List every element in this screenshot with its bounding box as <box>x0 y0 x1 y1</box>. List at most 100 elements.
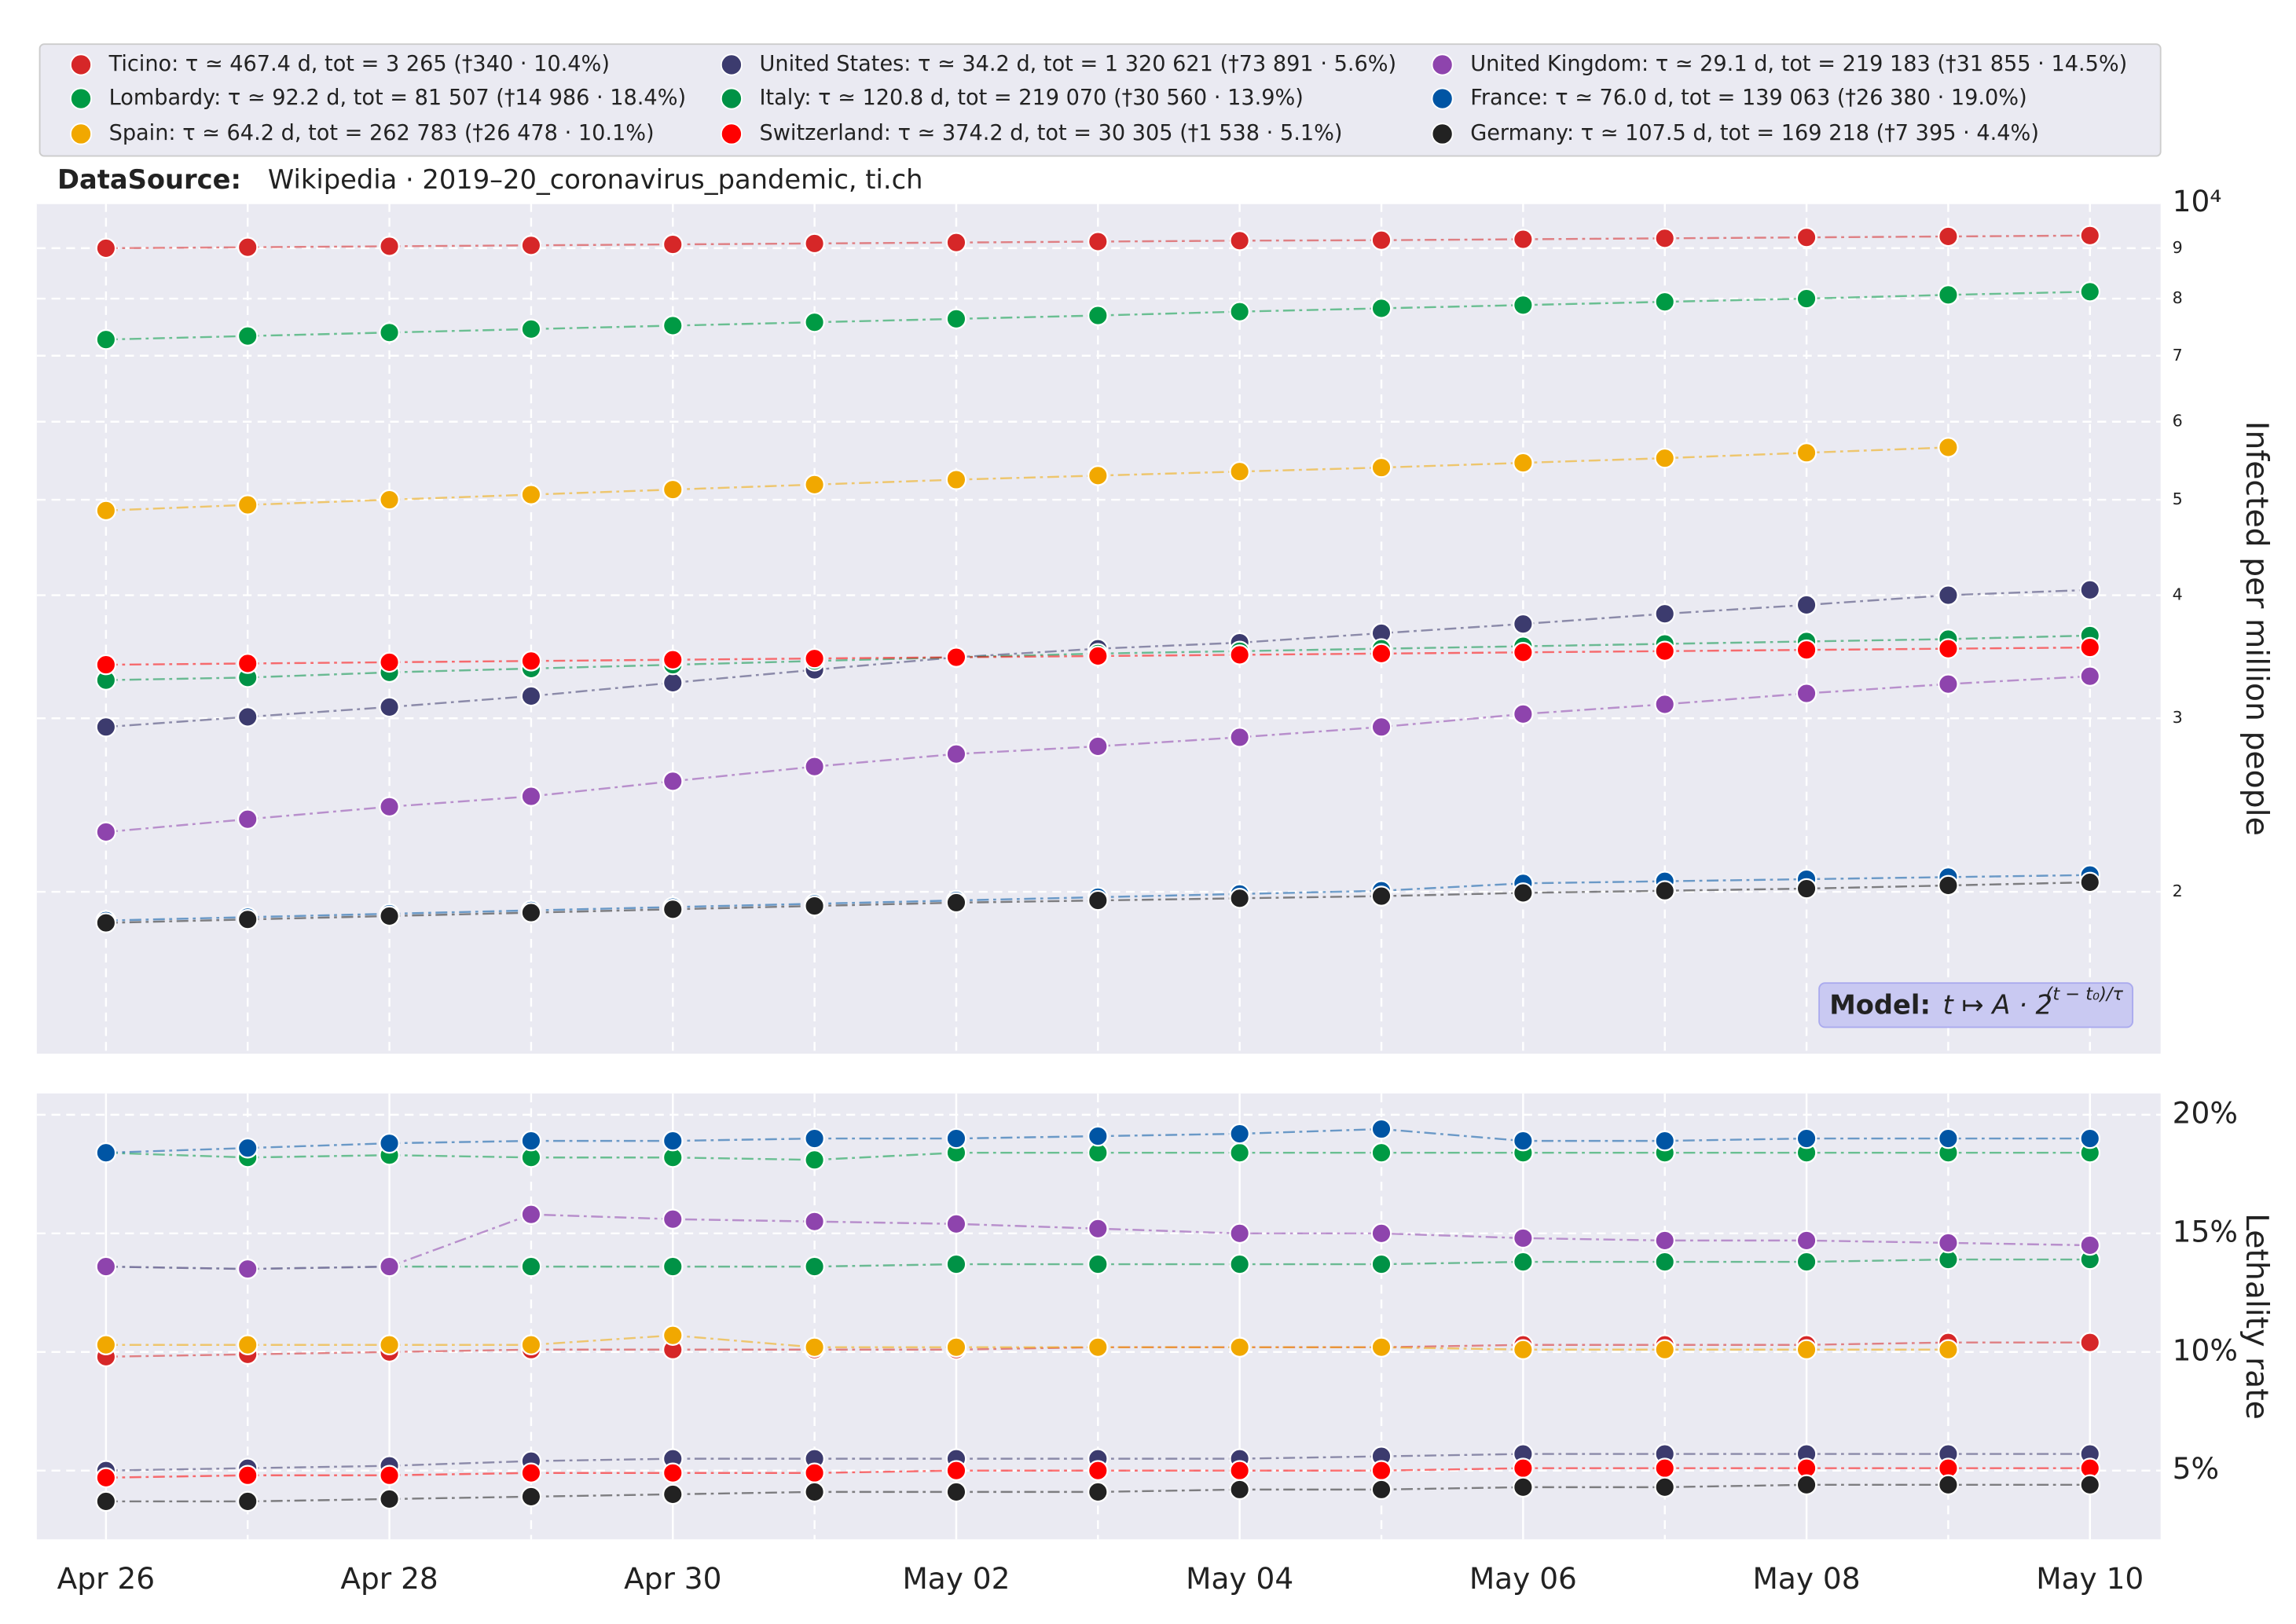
data-point <box>1938 585 1959 606</box>
data-point <box>237 1258 259 1280</box>
data-point <box>1513 1251 1534 1273</box>
data-point <box>1795 1339 1817 1361</box>
data-point <box>1938 638 1959 659</box>
data-point <box>945 469 967 490</box>
data-point <box>237 1137 259 1159</box>
data-point <box>1370 1142 1392 1164</box>
data-point <box>1229 1460 1250 1482</box>
model-formula: t ↦ A · 2 <box>1942 990 2052 1021</box>
x-tick-label: May 08 <box>1753 1561 1861 1596</box>
data-point <box>1513 452 1534 474</box>
x-tick-label: Apr 28 <box>340 1561 438 1596</box>
data-point <box>1654 694 1676 715</box>
data-point <box>1370 1479 1392 1501</box>
data-point <box>95 654 117 676</box>
data-point <box>804 311 825 333</box>
data-point <box>1087 1460 1109 1482</box>
data-point <box>662 1325 684 1346</box>
data-point <box>1654 291 1676 313</box>
data-point <box>804 1462 825 1484</box>
data-point <box>520 1256 542 1278</box>
data-point <box>662 1130 684 1152</box>
data-point <box>237 1334 259 1356</box>
data-point <box>1795 1474 1817 1496</box>
data-point <box>520 651 542 672</box>
x-tick-label: Apr 30 <box>624 1561 721 1596</box>
data-point <box>237 494 259 515</box>
data-point <box>2079 579 2101 601</box>
data-point <box>662 1256 684 1278</box>
data-point <box>237 908 259 930</box>
data-point <box>379 1465 400 1487</box>
series-line <box>105 1334 1949 1351</box>
data-point <box>237 236 259 258</box>
data-point <box>1229 1479 1250 1501</box>
data-point <box>1654 1457 1676 1479</box>
legend-marker <box>69 53 93 76</box>
data-point <box>1087 305 1109 326</box>
data-point <box>804 647 825 669</box>
data-point <box>2079 1127 2101 1149</box>
data-point <box>1087 889 1109 911</box>
data-point <box>1938 1127 1959 1149</box>
data-point <box>520 1462 542 1484</box>
source-text: Wikipedia · 2019–20_coronavirus_pandemic… <box>268 164 923 195</box>
data-point <box>1229 301 1250 322</box>
data-point <box>1795 1127 1817 1149</box>
legend-marker <box>720 87 743 110</box>
data-point <box>945 308 967 330</box>
data-point <box>662 1483 684 1505</box>
y-tick-label: 6 <box>2173 412 2183 431</box>
legend-marker <box>1431 87 1454 110</box>
data-point <box>1087 1253 1109 1275</box>
data-point <box>1087 1336 1109 1358</box>
data-point <box>662 770 684 792</box>
data-point <box>520 1204 542 1225</box>
data-point <box>1087 735 1109 757</box>
model-label: Model: <box>1829 990 1931 1021</box>
data-point <box>1654 1339 1676 1361</box>
data-point <box>1654 880 1676 902</box>
data-point <box>1370 716 1392 738</box>
data-point <box>1795 878 1817 900</box>
data-point <box>1513 229 1534 250</box>
data-point <box>2079 1332 2101 1354</box>
data-point <box>1513 1476 1534 1498</box>
data-point <box>1654 1230 1676 1252</box>
data-point <box>662 315 684 336</box>
data-point <box>520 1486 542 1508</box>
data-point <box>1370 885 1392 907</box>
data-point <box>2079 871 2101 893</box>
data-point <box>379 321 400 343</box>
y-axis-label: Infected per million people <box>2239 421 2275 836</box>
data-point <box>95 500 117 522</box>
data-point <box>1795 288 1817 310</box>
y-tick-label: 8 <box>2173 288 2183 307</box>
data-point <box>804 1336 825 1358</box>
y-tick-label: 7 <box>2173 346 2183 365</box>
data-point <box>1229 460 1250 482</box>
data-point <box>1229 1253 1250 1275</box>
legend-label: Spain: τ ≃ 64.2 d, tot = 262 783 (†26 47… <box>109 121 655 145</box>
data-point <box>379 236 400 257</box>
data-point <box>945 892 967 914</box>
data-point <box>662 233 684 255</box>
data-point <box>1087 645 1109 667</box>
data-point <box>1795 594 1817 616</box>
data-point <box>379 696 400 718</box>
data-point <box>1654 228 1676 249</box>
data-point <box>1654 1476 1676 1498</box>
data-point <box>2079 665 2101 687</box>
data-point <box>2079 225 2101 247</box>
data-point <box>1654 1251 1676 1273</box>
data-point <box>1938 1339 1959 1361</box>
data-point <box>1087 231 1109 252</box>
source-label: DataSource: <box>57 164 241 195</box>
data-point <box>1513 613 1534 635</box>
data-point <box>95 912 117 933</box>
legend-marker <box>1431 53 1454 76</box>
legend-marker <box>720 53 743 76</box>
y-tick-label: 10% <box>2173 1333 2238 1367</box>
model-formula-exponent: (t − t₀)/τ <box>2046 984 2124 1005</box>
